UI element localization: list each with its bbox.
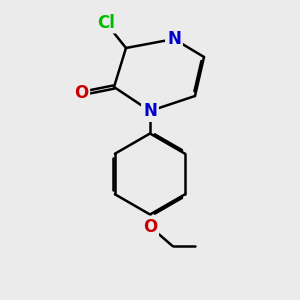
Text: O: O [74,84,88,102]
Text: Cl: Cl [98,14,116,32]
Text: N: N [143,102,157,120]
Text: N: N [167,30,181,48]
Text: O: O [143,218,157,236]
